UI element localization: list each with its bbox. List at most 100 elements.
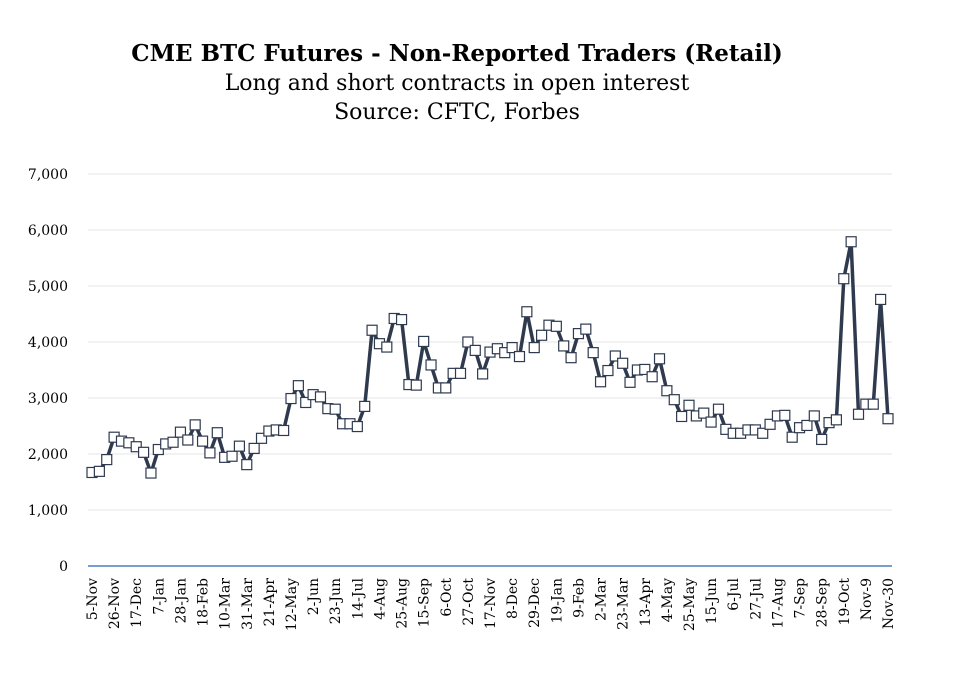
data-point — [550, 320, 562, 332]
data-point — [602, 364, 614, 377]
data-point — [565, 352, 577, 364]
data-point — [278, 424, 290, 437]
data-point — [513, 350, 526, 363]
data-point — [801, 419, 813, 432]
data-point — [410, 379, 422, 391]
x-tick-label: 4-Aug — [372, 578, 388, 620]
data-point — [167, 436, 179, 448]
data-point — [440, 382, 452, 394]
chart-source: Source: CFTC, Forbes — [334, 100, 580, 125]
data-point — [425, 359, 437, 371]
data-point — [477, 368, 489, 380]
data-point — [454, 367, 467, 379]
data-point — [300, 396, 312, 409]
x-tick-label: 9-Feb — [571, 578, 587, 618]
data-point — [285, 392, 297, 405]
chart-title: CME BTC Futures - Non-Reported Traders (… — [131, 40, 783, 67]
data-point — [808, 410, 820, 422]
data-point — [882, 413, 894, 425]
data-point — [255, 432, 268, 444]
data-point — [226, 450, 238, 462]
x-tick-label: 12-May — [284, 578, 300, 631]
y-tick-label: 6,000 — [28, 223, 68, 239]
data-point — [130, 441, 142, 453]
y-tick-label: 4,000 — [28, 335, 68, 351]
data-point — [676, 410, 688, 423]
x-tick-label: 6-Jul — [726, 577, 742, 610]
data-point — [705, 416, 717, 428]
data-point — [639, 363, 651, 376]
data-point — [867, 398, 879, 410]
data-point — [292, 380, 304, 392]
y-tick-label: 0 — [59, 559, 68, 575]
x-tick-label: 6-Oct — [439, 578, 455, 617]
x-tick-label: 23-Jun — [328, 578, 344, 624]
y-tick-label: 5,000 — [28, 279, 68, 295]
y-tick-label: 7,000 — [28, 167, 68, 183]
x-tick-label: 23-Mar — [616, 578, 632, 630]
x-tick-label: 31-Mar — [240, 578, 256, 630]
x-tick-label: 8-Dec — [505, 578, 521, 619]
data-point — [653, 353, 666, 365]
data-point — [395, 314, 408, 326]
data-point — [646, 371, 658, 383]
data-point — [329, 403, 341, 415]
data-point — [233, 440, 246, 452]
data-point — [816, 433, 828, 446]
x-tick-label: 27-Oct — [461, 578, 477, 626]
data-point — [196, 435, 209, 447]
chart-titles: CME BTC Futures - Non-Reported Traders (… — [0, 38, 914, 127]
data-point — [580, 323, 592, 335]
x-tick-label: 2-Jun — [306, 578, 322, 615]
data-point — [314, 391, 327, 403]
x-tick-label: 25-Aug — [395, 578, 411, 629]
x-tick-label: Nov-30 — [881, 578, 897, 629]
data-point — [617, 357, 629, 369]
x-tick-label: 28-Sep — [815, 578, 831, 627]
data-point — [830, 414, 843, 426]
data-point — [145, 467, 157, 479]
x-tick-label: 27-Jul — [748, 577, 764, 619]
data-point — [683, 399, 695, 411]
x-tick-label: 26-Nov — [107, 578, 123, 629]
data-point — [211, 427, 223, 439]
data-point — [875, 293, 887, 306]
x-tick-label: 17-Aug — [770, 578, 786, 629]
x-tick-label: 5-Nov — [85, 578, 101, 620]
data-point — [506, 342, 518, 354]
x-tick-label: 2-Mar — [594, 578, 610, 621]
x-tick-label: 17-Nov — [483, 578, 499, 629]
x-tick-label: 13-Apr — [638, 578, 654, 627]
data-point — [93, 465, 105, 477]
data-point — [558, 340, 570, 352]
x-tick-label: 19-Oct — [837, 578, 853, 626]
data-point — [838, 273, 850, 285]
data-point — [462, 336, 474, 348]
x-tick-label: 4-May — [660, 578, 676, 622]
x-tick-label: 10-Mar — [218, 578, 234, 630]
data-point — [359, 400, 371, 412]
data-point — [764, 418, 776, 430]
data-point — [535, 329, 548, 341]
x-tick-label: 21-Apr — [262, 578, 278, 627]
x-tick-label: 7-Jan — [151, 578, 167, 615]
data-point — [845, 236, 857, 248]
data-point — [757, 427, 769, 439]
data-point — [609, 350, 621, 362]
data-point — [624, 376, 636, 388]
data-point — [712, 403, 725, 415]
chart-subtitle: Long and short contracts in open interes… — [224, 71, 690, 96]
data-point — [189, 419, 201, 431]
data-point — [852, 408, 865, 420]
data-point — [182, 434, 194, 446]
data-point — [668, 394, 680, 406]
data-point — [241, 459, 253, 471]
x-tick-label: 7-Sep — [793, 578, 809, 619]
data-point — [786, 431, 798, 443]
x-tick-label: 17-Dec — [129, 578, 145, 628]
y-tick-label: 2,000 — [28, 447, 68, 463]
data-point — [594, 376, 607, 388]
data-point — [661, 385, 673, 397]
data-point — [528, 342, 540, 354]
x-tick-label: 15-Sep — [417, 578, 433, 627]
